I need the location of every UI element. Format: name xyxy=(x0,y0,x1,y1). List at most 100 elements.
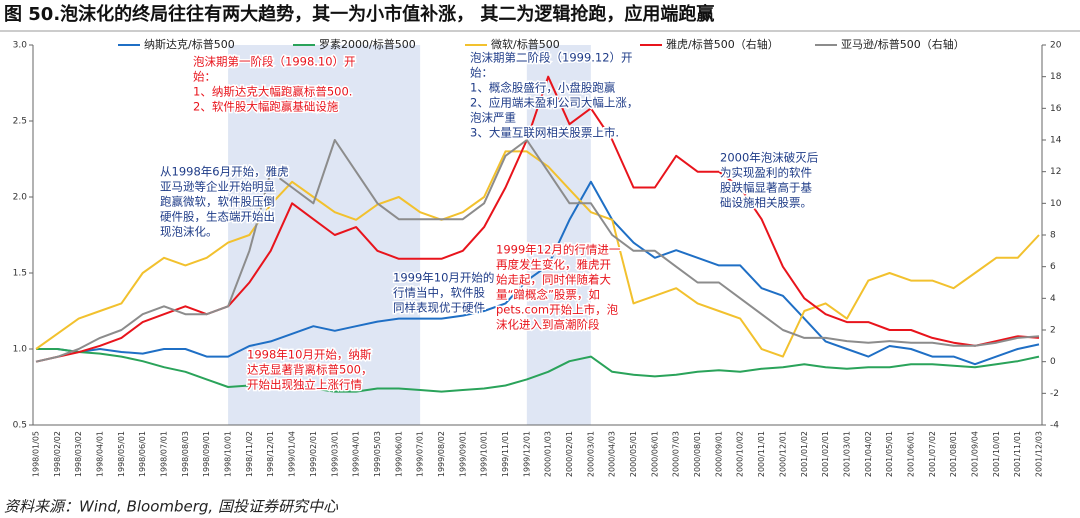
annotation: 达克显著背离标普500， xyxy=(247,363,372,377)
annotation: 量“蹭概念”股票，如 xyxy=(496,288,600,302)
x-tick-label: 2000/03/01 xyxy=(586,431,595,477)
x-tick-label: 2001/05/01 xyxy=(885,431,894,477)
annotation: 跑赢微软，软件股压倒 xyxy=(160,195,275,209)
y2-tick-label: 18 xyxy=(1050,72,1062,82)
y2-tick-label: 4 xyxy=(1050,294,1056,304)
x-tick-label: 1999/10/01 xyxy=(480,431,489,477)
x-tick-label: 1999/11/01 xyxy=(501,431,510,477)
annotation: 为实现盈利的软件 xyxy=(720,166,812,180)
shaded-period xyxy=(228,45,421,425)
legend-label: 纳斯达克/标普500 xyxy=(144,37,235,51)
annotation: 沫化进入到高潮阶段 xyxy=(496,318,600,332)
y-tick-label: 1.0 xyxy=(13,345,28,355)
annotation: 始： xyxy=(193,70,216,84)
annotation: 3、大量互联网相关股票上市. xyxy=(470,126,619,140)
x-tick-label: 2001/02/01 xyxy=(821,431,830,477)
legend-label: 雅虎/标普500（右轴） xyxy=(666,37,779,51)
annotation: 2、应用端未盈利公司大幅上涨， xyxy=(470,96,638,110)
x-tick-label: 1999/01/04 xyxy=(288,431,297,477)
series-line xyxy=(36,348,1040,393)
x-tick-label: 1998/01/05 xyxy=(32,431,41,477)
y2-tick-label: 0 xyxy=(1050,357,1056,367)
x-tick-label: 2001/10/01 xyxy=(992,431,1001,477)
x-tick-label: 1999/02/01 xyxy=(309,431,318,477)
x-tick-label: 2001/07/02 xyxy=(928,431,937,477)
legend-label: 微软/标普500 xyxy=(491,37,560,51)
series-line xyxy=(35,150,1040,358)
y2-tick-label: -4 xyxy=(1050,421,1059,431)
annotation: 现泡沫化。 xyxy=(160,225,218,239)
legend-label: 亚马逊/标普500（右轴） xyxy=(841,37,965,51)
y2-tick-label: -2 xyxy=(1050,389,1059,399)
x-tick-label: 2001/01/02 xyxy=(800,431,809,477)
annotation: 泡沫严重 xyxy=(470,111,516,125)
x-tick-label: 2001/04/02 xyxy=(864,431,873,477)
y-tick-label: 2.5 xyxy=(13,117,27,127)
x-tick-label: 1998/12/01 xyxy=(266,431,275,477)
annotation: 1999年12月的行情进一 xyxy=(496,243,621,257)
x-tick-label: 2000/02/01 xyxy=(565,431,574,477)
annotation: 股跌幅显著高于基 xyxy=(720,181,812,195)
y2-tick-label: 8 xyxy=(1050,231,1056,241)
x-tick-label: 1998/08/03 xyxy=(181,431,190,477)
x-tick-label: 2000/07/03 xyxy=(672,431,681,477)
x-tick-label: 2000/11/01 xyxy=(757,431,766,477)
x-tick-label: 1998/05/01 xyxy=(117,431,126,477)
x-tick-label: 2000/08/01 xyxy=(693,431,702,477)
x-tick-label: 1999/04/01 xyxy=(352,431,361,477)
annotation: pets.com开始上市，泡 xyxy=(496,303,619,317)
x-tick-label: 2001/11/01 xyxy=(1013,431,1022,477)
annotation: 泡沫期第一阶段（1998.10）开 xyxy=(193,55,356,69)
x-tick-label: 2000/12/01 xyxy=(778,431,787,477)
x-tick-label: 1999/09/01 xyxy=(458,431,467,477)
x-tick-label: 2001/08/01 xyxy=(949,431,958,477)
y-tick-label: 1.5 xyxy=(13,269,27,279)
x-tick-label: 1998/02/02 xyxy=(53,431,62,477)
source-note: 资料来源：Wind, Bloomberg, 国投证券研究中心 xyxy=(4,498,339,516)
y2-tick-label: 20 xyxy=(1050,41,1062,51)
x-tick-label: 1998/10/01 xyxy=(224,431,233,477)
series-line xyxy=(35,139,1040,363)
annotation: 1、纳斯达克大幅跑赢标普500. xyxy=(193,85,352,99)
y2-tick-label: 16 xyxy=(1050,104,1062,114)
chart-title: 图 50.泡沫化的终局往往有两大趋势，其一为小市值补涨， 其二为逻辑抢跑，应用端… xyxy=(4,3,714,25)
annotation: 1、概念股盛行，小盘股跑赢 xyxy=(470,81,616,95)
annotation: 2000年泡沫破灭后 xyxy=(720,151,818,165)
x-tick-label: 2000/09/01 xyxy=(714,431,723,477)
x-tick-label: 1998/09/01 xyxy=(202,431,211,477)
y-tick-label: 3.0 xyxy=(13,41,28,51)
y2-tick-label: 14 xyxy=(1050,136,1062,146)
x-tick-label: 2000/04/03 xyxy=(608,431,617,477)
annotation: 1998年10月开始，纳斯 xyxy=(247,348,372,362)
annotation: 行情当中，软件股 xyxy=(393,286,485,300)
x-tick-label: 2000/01/03 xyxy=(544,431,553,477)
series-line xyxy=(35,75,1040,363)
x-tick-label: 1999/06/01 xyxy=(394,431,403,477)
x-tick-label: 1999/03/01 xyxy=(330,431,339,477)
x-tick-label: 1999/08/02 xyxy=(437,431,446,477)
x-tick-label: 2001/03/01 xyxy=(842,431,851,477)
y2-tick-label: 10 xyxy=(1050,199,1062,209)
y2-tick-label: 12 xyxy=(1050,167,1061,177)
y-tick-label: 2.0 xyxy=(13,193,28,203)
annotation: 从1998年6月开始，雅虎 xyxy=(160,165,289,179)
annotation: 再度发生变化，雅虎开 xyxy=(496,258,611,272)
annotation: 开始出现独立上涨行情 xyxy=(247,378,362,392)
x-tick-label: 1998/11/02 xyxy=(245,431,254,477)
y-tick-label: 0.5 xyxy=(13,421,27,431)
x-tick-label: 2000/10/02 xyxy=(736,431,745,477)
x-tick-label: 2001/12/03 xyxy=(1035,431,1044,477)
x-tick-label: 1999/12/01 xyxy=(522,431,531,477)
x-tick-label: 2001/06/01 xyxy=(906,431,915,477)
x-tick-label: 2000/06/01 xyxy=(650,431,659,477)
x-tick-label: 1998/06/01 xyxy=(138,431,147,477)
annotation: 泡沫期第二阶段（1999.12）开 xyxy=(470,51,633,65)
y2-tick-label: 6 xyxy=(1050,262,1056,272)
annotation: 1999年10月开始的 xyxy=(393,271,494,285)
x-tick-label: 2001/09/04 xyxy=(970,431,979,477)
annotation: 硬件股，生态端开始出 xyxy=(160,210,275,224)
x-tick-label: 2000/05/01 xyxy=(629,431,638,477)
annotation: 础设施相关股票。 xyxy=(720,196,812,210)
x-tick-label: 1998/04/01 xyxy=(96,431,105,477)
